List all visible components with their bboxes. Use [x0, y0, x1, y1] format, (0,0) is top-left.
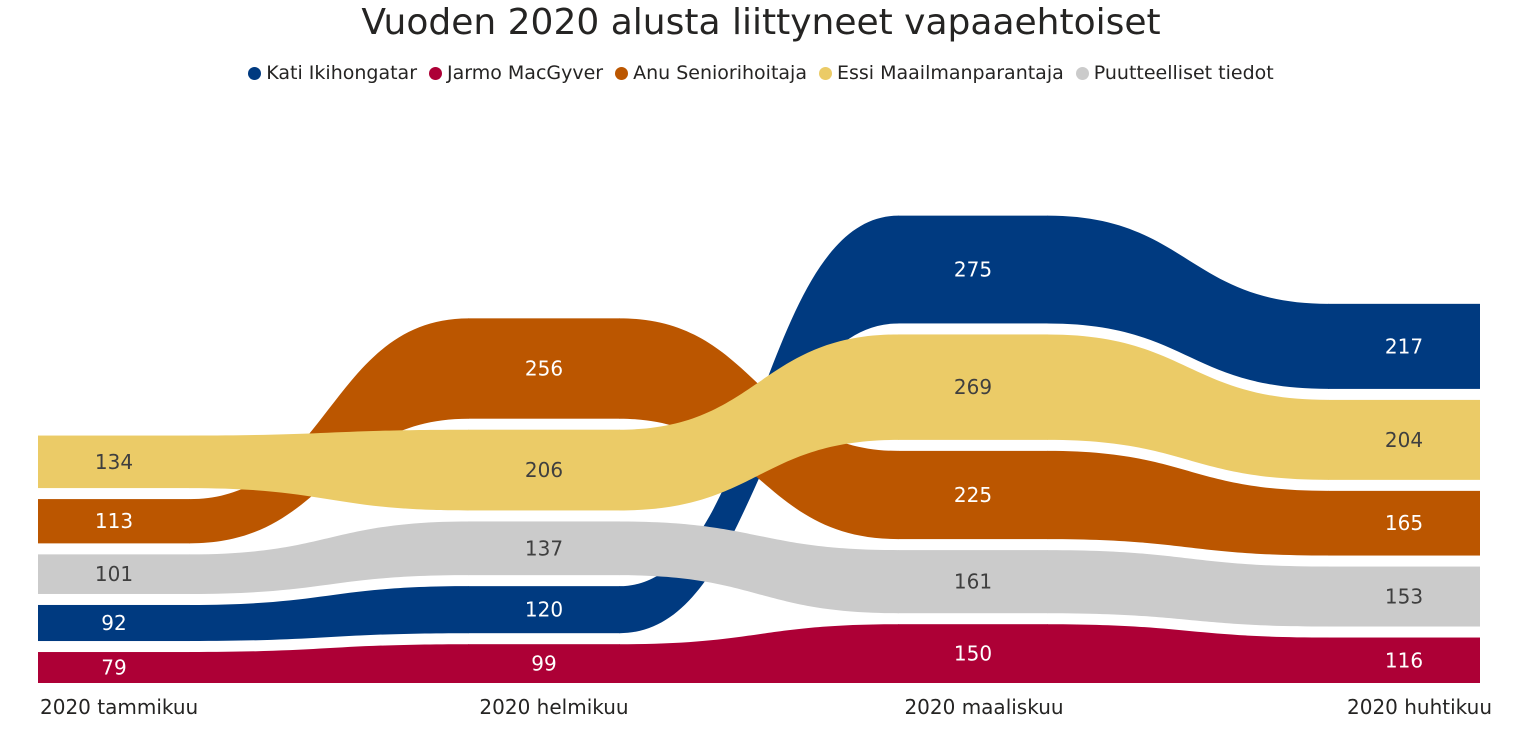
column-segment[interactable]	[898, 624, 1048, 683]
column-segment[interactable]	[468, 318, 620, 419]
x-tick-label: 2020 maaliskuu	[904, 695, 1063, 719]
legend-marker	[615, 66, 629, 80]
column-segment[interactable]	[468, 644, 620, 683]
data-label: 137	[525, 536, 563, 560]
data-labels: 92 120 275 217 79 99 150 116 113 256 225 165 134 206 2…	[95, 258, 1423, 680]
column-segment[interactable]	[898, 550, 1048, 614]
column-segment[interactable]	[38, 554, 190, 594]
data-label: 217	[1385, 334, 1423, 358]
legend-marker	[248, 66, 262, 80]
column-segment[interactable]	[468, 429, 620, 511]
x-tick-label: 2020 helmikuu	[479, 695, 628, 719]
data-label: 134	[95, 450, 133, 474]
data-label: 79	[101, 656, 126, 680]
ribbon[interactable]	[1047, 215, 1329, 389]
legend-marker	[429, 66, 443, 80]
legend-item[interactable]: Puutteelliset tiedot	[1075, 62, 1274, 84]
legend-label: Jarmo MacGyver	[447, 62, 604, 84]
ribbon[interactable]	[619, 624, 899, 683]
column-segment[interactable]	[38, 652, 190, 683]
ribbons	[189, 215, 1329, 683]
data-label: 101	[95, 562, 133, 586]
column-segment[interactable]	[1328, 637, 1480, 683]
data-label: 225	[954, 483, 992, 507]
column-segment[interactable]	[38, 604, 190, 642]
data-label: 116	[1385, 648, 1423, 672]
data-label: 153	[1385, 585, 1423, 609]
ribbon[interactable]	[189, 429, 469, 511]
legend-item[interactable]: Anu Seniorihoitaja	[615, 62, 807, 84]
legend-label: Kati Ikihongatar	[266, 62, 418, 84]
data-label: 113	[95, 509, 133, 533]
x-tick-label: 2020 huhtikuu	[1347, 695, 1492, 719]
column-segment[interactable]	[898, 334, 1048, 440]
data-label: 275	[954, 258, 992, 282]
column-segment[interactable]	[38, 499, 190, 544]
legend-label: Essi Maailmanparantaja	[836, 62, 1064, 84]
ribbon[interactable]	[189, 644, 469, 683]
data-label: 99	[531, 652, 556, 676]
column-segment[interactable]	[1328, 490, 1480, 556]
data-label: 256	[525, 357, 563, 381]
legend-marker	[1075, 66, 1089, 80]
ribbon[interactable]	[189, 521, 469, 594]
legend-item[interactable]: Essi Maailmanparantaja	[818, 62, 1064, 84]
column-segment[interactable]	[38, 435, 190, 489]
column-segment[interactable]	[898, 450, 1048, 540]
legend-label: Puutteelliset tiedot	[1093, 62, 1274, 84]
data-label: 269	[954, 375, 992, 399]
data-label: 150	[954, 642, 992, 666]
ribbon[interactable]	[619, 521, 899, 614]
data-label: 92	[101, 611, 126, 635]
data-label: 204	[1385, 428, 1423, 452]
column-segment[interactable]	[1328, 566, 1480, 627]
data-label: 120	[525, 598, 563, 622]
legend-item[interactable]: Kati Ikihongatar	[248, 62, 417, 84]
x-tick-label: 2020 tammikuu	[40, 695, 198, 719]
ribbon[interactable]	[189, 586, 469, 642]
chart-title: Vuoden 2020 alusta liittyneet vapaaehtoi…	[361, 2, 1161, 43]
column-segment[interactable]	[468, 521, 620, 576]
legend-marker	[818, 66, 832, 80]
legend: Kati Ikihongatar Jarmo MacGyver Anu Senior…	[0, 62, 1522, 84]
ribbon[interactable]	[1047, 450, 1329, 556]
column-segment[interactable]	[1328, 303, 1480, 389]
data-label: 206	[525, 458, 563, 482]
x-axis: 2020 tammikuu 2020 helmikuu 2020 maaliskuu…	[40, 695, 1492, 719]
column-segment[interactable]	[1328, 399, 1480, 480]
column-segment[interactable]	[898, 215, 1048, 324]
data-label: 165	[1385, 511, 1423, 535]
ribbon[interactable]	[1047, 550, 1329, 627]
column-segment[interactable]	[468, 586, 620, 634]
legend-label: Anu Seniorihoitaja	[633, 62, 807, 84]
columns	[38, 215, 1480, 683]
data-label: 161	[954, 570, 992, 594]
legend-item[interactable]: Jarmo MacGyver	[429, 62, 603, 84]
ribbon[interactable]	[1047, 334, 1329, 480]
ribbon[interactable]	[1047, 624, 1329, 683]
ribbon[interactable]	[619, 334, 899, 511]
